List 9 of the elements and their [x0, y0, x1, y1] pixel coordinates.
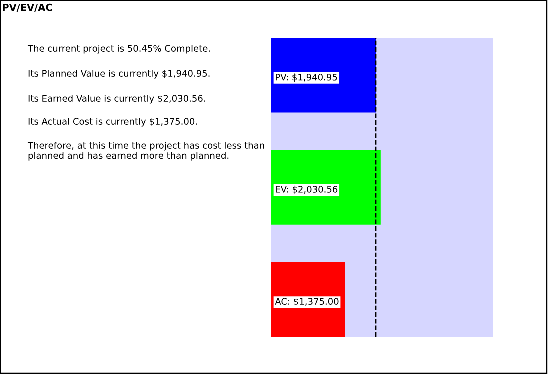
text: Its Actual Cost is currently $1,375.00.: [28, 118, 198, 127]
text: The current project is 50.45% Complete.: [28, 45, 210, 54]
data-label: EV: $2,030.56: [276, 186, 338, 194]
text: Therefore, at this time the project has cost less than planned and has earned more than planned.: [28, 142, 264, 161]
text: Its Earned Value is currently $2,030.56.: [28, 95, 206, 104]
data-label: PV: $1,940.95: [276, 74, 338, 82]
data-label: AC: $1,375.00: [275, 298, 339, 306]
text: PV/EV/AC: [3, 4, 52, 12]
text: Its Planned Value is currently $1,940.95.: [28, 70, 210, 79]
